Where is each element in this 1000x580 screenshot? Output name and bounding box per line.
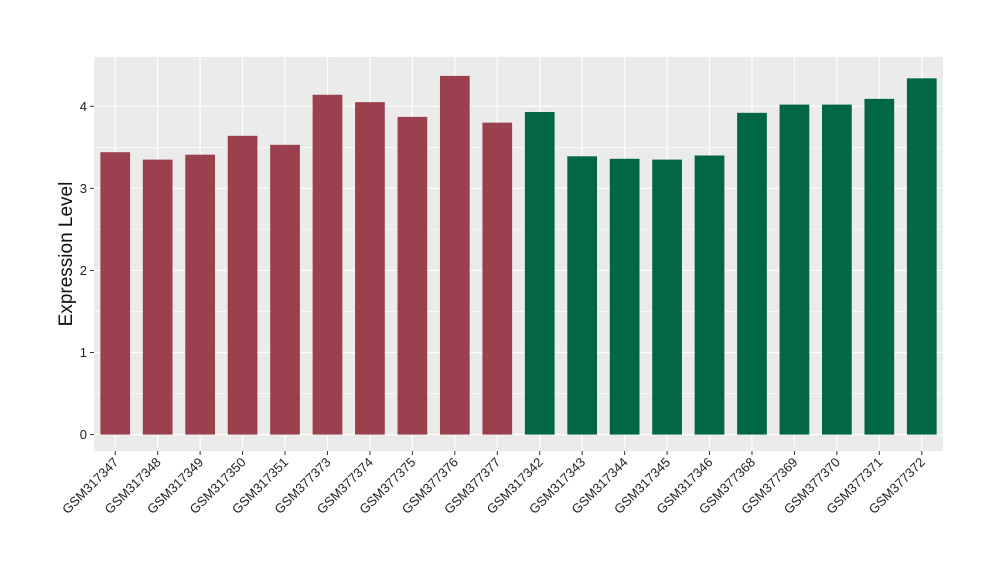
bar-GSM317348 (142, 159, 173, 435)
y-tick-label: 3 (80, 181, 87, 196)
bar-GSM377375 (397, 116, 428, 435)
bar-GSM377373 (312, 94, 343, 435)
bar-GSM317346 (694, 155, 725, 435)
y-tick-label: 0 (80, 427, 87, 442)
bar-GSM317347 (100, 152, 131, 435)
bar-GSM317350 (227, 135, 258, 435)
bar-GSM317342 (524, 111, 555, 435)
bar-GSM317344 (609, 158, 640, 435)
bar-GSM377374 (355, 102, 385, 435)
y-tick-label: 4 (80, 99, 87, 114)
bar-GSM377368 (737, 112, 767, 435)
bar-GSM377376 (439, 75, 470, 435)
plot-panel (94, 57, 943, 451)
bar-GSM317345 (652, 159, 682, 435)
bar-GSM377377 (482, 122, 513, 435)
bar-GSM377370 (822, 104, 852, 435)
bar-GSM377371 (864, 98, 895, 435)
y-axis-title: Expression Level (56, 182, 77, 327)
bar-GSM317343 (567, 156, 598, 435)
y-tick-label: 2 (80, 263, 87, 278)
y-tick-label: 1 (80, 345, 87, 360)
x-axis: GSM317347GSM317348GSM317349GSM317350GSM3… (59, 451, 928, 517)
y-axis: 0 1 2 3 4 (80, 99, 94, 442)
bar-GSM317351 (270, 144, 300, 435)
bars (100, 75, 937, 435)
bar-GSM317349 (185, 154, 215, 435)
bar-GSM377372 (906, 78, 937, 435)
bar-GSM377369 (779, 104, 810, 435)
